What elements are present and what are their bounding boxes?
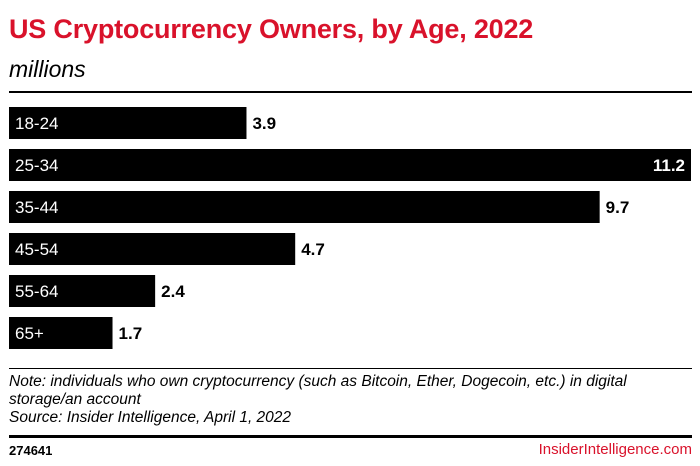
category-label-65+: 65+ — [15, 324, 44, 343]
value-label-55-64: 2.4 — [161, 282, 185, 301]
chart-subtitle: millions — [9, 56, 86, 82]
notes-rule — [9, 368, 692, 369]
note-line-2: storage/an account — [9, 391, 141, 408]
category-label-35-44: 35-44 — [15, 198, 58, 217]
chart-id: 274641 — [9, 443, 53, 458]
value-label-35-44: 9.7 — [606, 198, 630, 217]
category-label-45-54: 45-54 — [15, 240, 58, 259]
bar-18-24 — [9, 107, 247, 139]
note-line-1: Note: individuals who own cryptocurrency… — [9, 373, 627, 390]
category-label-25-34: 25-34 — [15, 156, 58, 175]
value-label-45-54: 4.7 — [301, 240, 325, 259]
bar-35-44 — [9, 191, 600, 223]
category-label-18-24: 18-24 — [15, 114, 58, 133]
bar-65+ — [9, 317, 113, 349]
category-label-55-64: 55-64 — [15, 282, 58, 301]
value-label-18-24: 3.9 — [252, 114, 276, 133]
chart-title: US Cryptocurrency Owners, by Age, 2022 — [9, 14, 534, 44]
value-label-65+: 1.7 — [119, 324, 143, 343]
bar-45-54 — [9, 233, 296, 265]
bar-25-34 — [9, 149, 691, 181]
footer-rule — [9, 435, 692, 438]
top-rule — [9, 91, 692, 93]
brand-link[interactable]: InsiderIntelligence.com — [538, 441, 692, 458]
source-line: Source: Insider Intelligence, April 1, 2… — [9, 409, 292, 426]
bar-55-64 — [9, 275, 156, 307]
value-label-25-34: 11.2 — [653, 156, 685, 175]
chart-notes: Note: individuals who own cryptocurrency… — [9, 373, 689, 427]
